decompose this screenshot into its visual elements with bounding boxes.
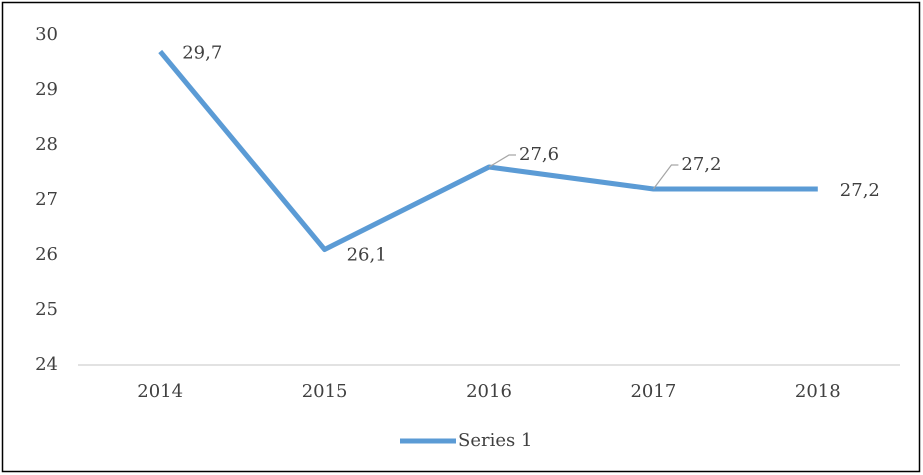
x-tick-label: 2016: [466, 381, 512, 402]
x-tick-label: 2017: [630, 381, 676, 402]
data-label: 27,2: [681, 154, 721, 175]
data-label: 27,6: [519, 144, 559, 165]
y-tick-label: 30: [35, 24, 58, 45]
x-tick-label: 2015: [302, 381, 348, 402]
y-tick-label: 27: [35, 189, 58, 210]
y-tick-label: 28: [35, 134, 58, 155]
y-tick-label: 24: [35, 354, 58, 375]
data-label: 29,7: [182, 43, 222, 64]
y-tick-label: 25: [35, 299, 58, 320]
y-tick-label: 29: [35, 79, 58, 100]
data-label: 27,2: [840, 180, 880, 201]
x-tick-label: 2018: [795, 381, 841, 402]
legend-label: Series 1: [458, 430, 532, 451]
label-leader: [488, 154, 516, 168]
label-leader: [652, 164, 679, 190]
x-tick-label: 2014: [137, 381, 183, 402]
y-tick-label: 26: [35, 244, 58, 265]
data-label: 26,1: [347, 245, 387, 266]
